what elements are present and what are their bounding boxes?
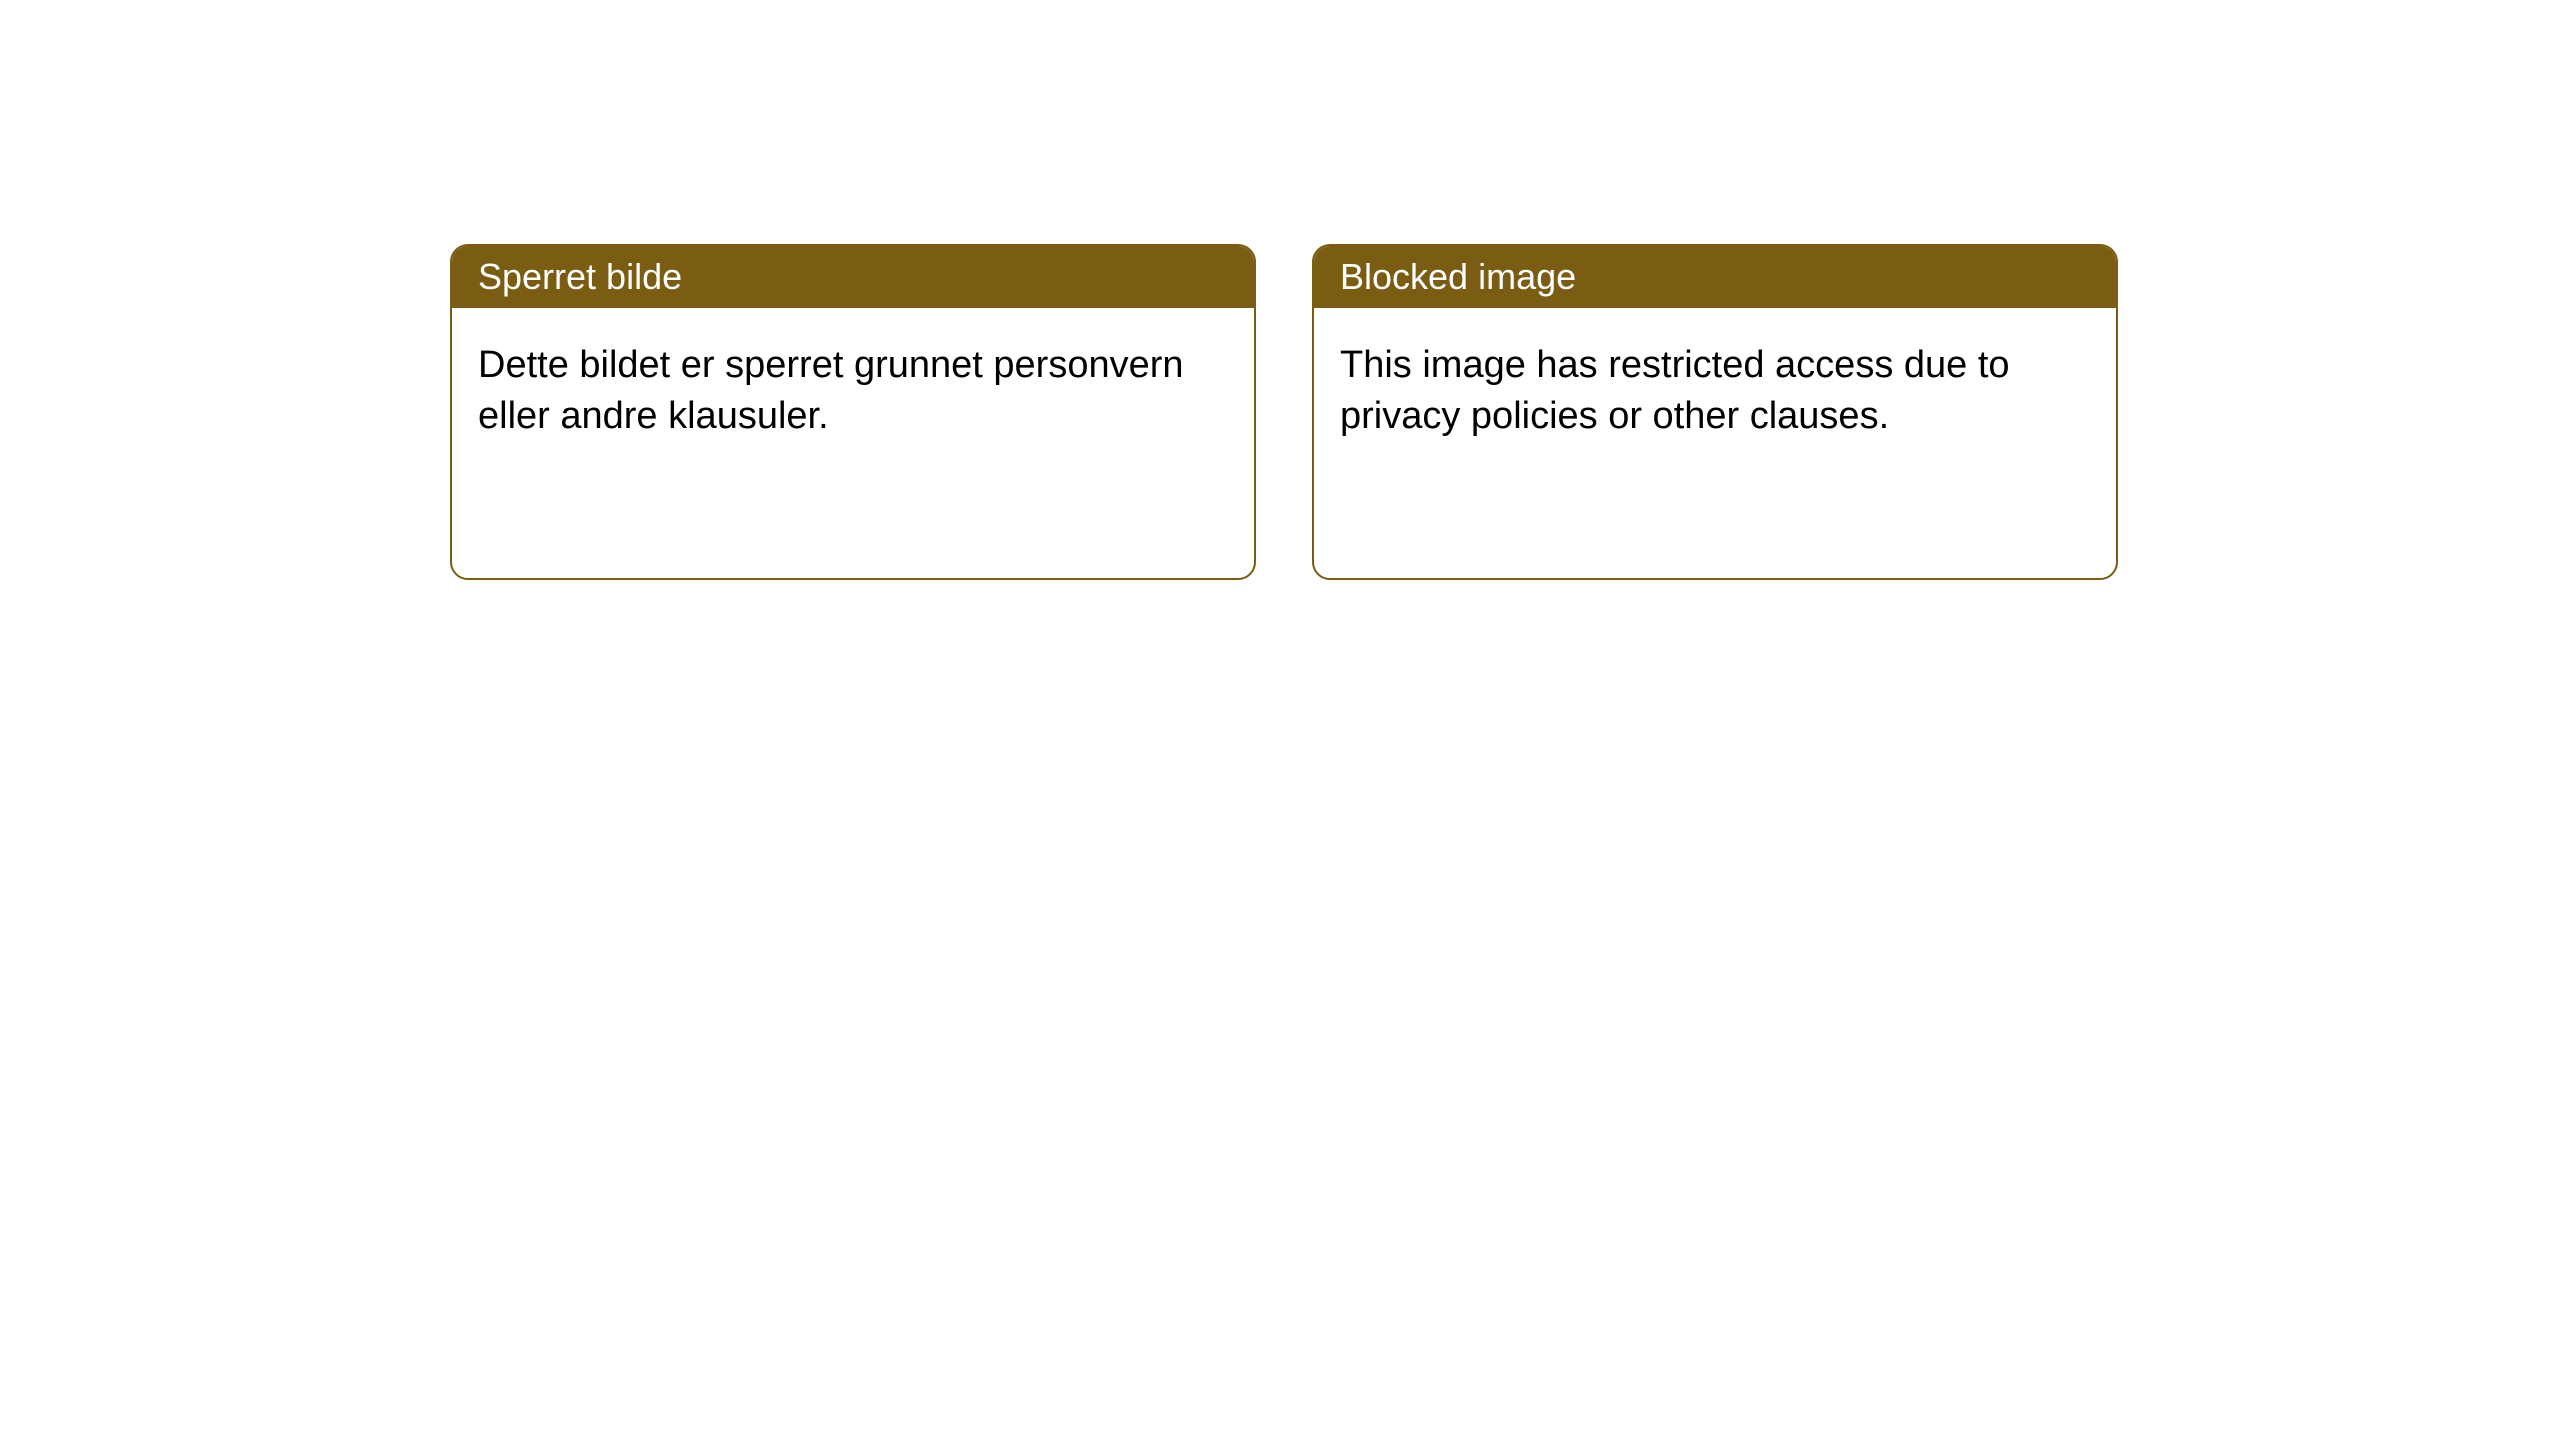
notice-container: Sperret bilde Dette bildet er sperret gr… [0,0,2560,580]
card-header-en: Blocked image [1314,246,2116,308]
card-header-no: Sperret bilde [452,246,1254,308]
card-body-no: Dette bildet er sperret grunnet personve… [452,308,1254,578]
card-body-en: This image has restricted access due to … [1314,308,2116,578]
blocked-image-card-en: Blocked image This image has restricted … [1312,244,2118,580]
blocked-image-card-no: Sperret bilde Dette bildet er sperret gr… [450,244,1256,580]
